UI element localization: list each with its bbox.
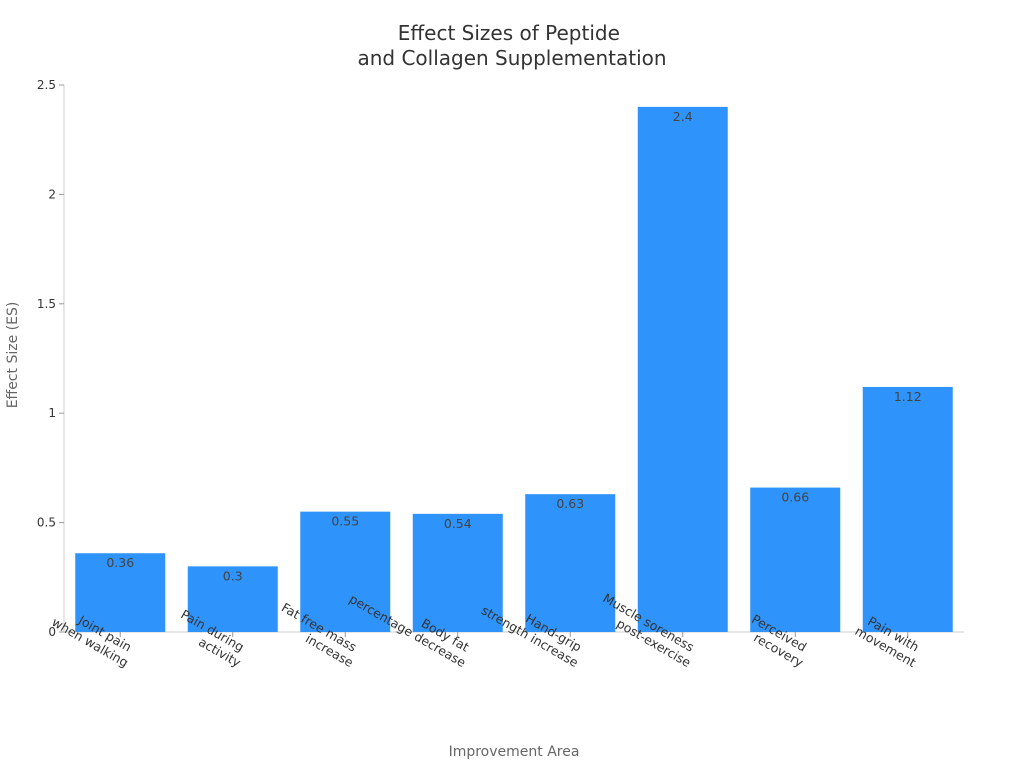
y-tick-label: 1.5 <box>37 297 56 311</box>
data-label: 0.63 <box>556 496 584 511</box>
data-label: 0.36 <box>106 555 134 570</box>
data-label: 1.12 <box>894 389 922 404</box>
bar <box>412 513 503 632</box>
bar <box>862 386 953 632</box>
bar <box>637 106 728 632</box>
bar <box>750 487 841 632</box>
chart-title: Effect Sizes of Peptide and Collagen Sup… <box>357 21 666 70</box>
data-label: 0.66 <box>781 490 809 505</box>
chart-title-line-2: and Collagen Supplementation <box>357 46 666 70</box>
y-tick-label: 2.5 <box>37 78 56 92</box>
data-label: 2.4 <box>673 109 693 124</box>
data-label: 0.55 <box>331 514 359 529</box>
y-tick-label: 0.5 <box>37 516 56 530</box>
bar <box>75 553 166 632</box>
y-tick-label: 1 <box>48 406 56 420</box>
data-label: 0.54 <box>444 516 472 531</box>
data-label: 0.3 <box>223 568 243 583</box>
bar <box>187 566 278 632</box>
chart-title-line-1: Effect Sizes of Peptide <box>398 21 620 45</box>
bar <box>300 511 391 632</box>
y-axis-title: Effect Size (ES) <box>5 302 21 409</box>
y-tick-label: 0 <box>48 625 56 639</box>
y-tick-label: 2 <box>48 187 56 201</box>
x-axis-title: Improvement Area <box>449 744 580 760</box>
bar <box>525 494 616 632</box>
